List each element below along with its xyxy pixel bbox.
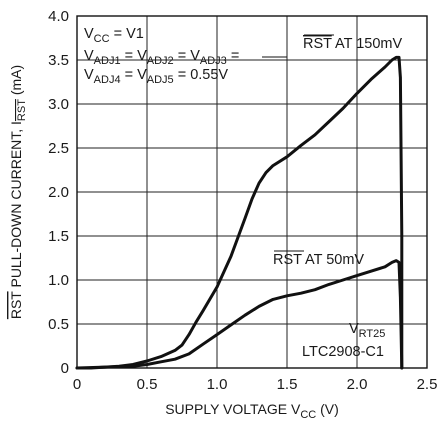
y-axis-title: RST PULL-DOWN CURRENT, IRST (mA) [8, 65, 28, 319]
curve-label-150mv: RST AT 150mV [303, 36, 402, 52]
tick-labels: 0 0.5 1.0 1.5 2.0 2.5 0 0.5 1.0 1.5 2.0 2.5 3.0 3.5 4.… [48, 8, 437, 393]
part-label-ltc2908: LTC2908-C1 [302, 344, 384, 360]
condition-line-2: VADJ1 = VADJ2 = VADJ3 = [84, 48, 239, 67]
series-line-50mv [75, 259, 404, 370]
plot-frame [76, 15, 428, 369]
curves [75, 55, 404, 370]
condition-line-1: VCC = V1 [84, 26, 144, 45]
x-axis-title: SUPPLY VOLTAGE VCC (V) [165, 401, 339, 421]
y-tick-label: 3.5 [48, 52, 69, 69]
x-tick-label: 1.0 [207, 376, 228, 393]
y-tick-label: 3.0 [48, 96, 69, 113]
condition-line-3: VADJ4 = VADJ5 = 0.55V [84, 67, 228, 86]
y-tick-label: 4.0 [48, 8, 69, 25]
x-tick-label: 0 [73, 376, 81, 393]
y-tick-label: 1.0 [48, 272, 69, 289]
x-tick-label: 1.5 [277, 376, 298, 393]
curve-label-50mv: RST AT 50mV [273, 252, 364, 268]
x-tick-label: 0.5 [137, 376, 158, 393]
part-label-vrt25: VRT25 [349, 321, 385, 340]
grid [77, 16, 427, 368]
y-tick-label: 0.5 [48, 316, 69, 333]
y-tick-label: 2.5 [48, 140, 69, 157]
y-tick-label: 0 [61, 360, 69, 377]
y-tick-label: 2.0 [48, 184, 69, 201]
series-line-150mv [75, 55, 404, 370]
x-tick-label: 2.5 [417, 376, 438, 393]
y-tick-label: 1.5 [48, 228, 69, 245]
x-tick-label: 2.0 [347, 376, 368, 393]
